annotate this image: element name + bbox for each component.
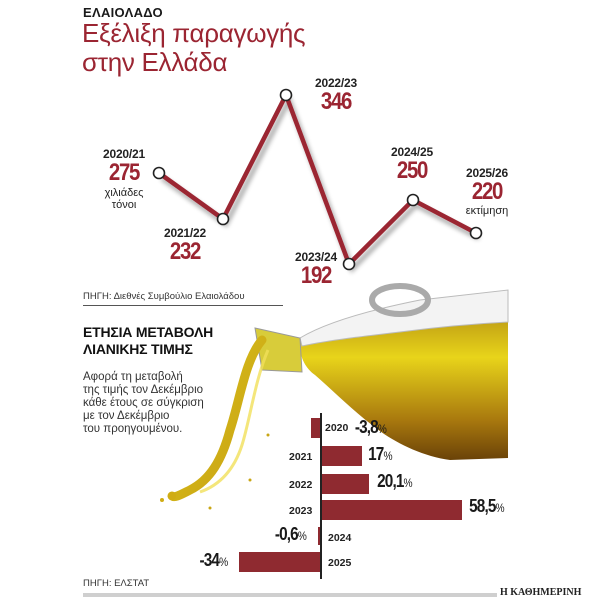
title-line-1: Εξέλιξη παραγωγής [82, 18, 306, 48]
kicker: ΕΛΑΙΟΛΑΔΟ [83, 5, 163, 20]
pct-2025: -34% [199, 550, 229, 570]
year-2025: 2025 [328, 557, 352, 569]
bar-2025 [239, 552, 320, 572]
label-2022-23: 2022/23 346 [315, 76, 357, 115]
production-line [157, 89, 478, 269]
divider [83, 305, 283, 306]
pct-2022: 20,1% [377, 471, 413, 491]
bar-2023 [322, 500, 462, 520]
marker-2024-25 [406, 193, 420, 207]
label-2020-21: 2020/21 275 χιλιάδες τόνοι [103, 147, 145, 211]
bar-2022 [322, 474, 369, 494]
marker-2022-23 [279, 88, 293, 102]
retail-source: ΠΗΓΗ: ΕΛΣΤΑΤ [83, 578, 150, 589]
label-2025-26: 2025/26 220 εκτίμηση [465, 166, 509, 217]
year-2020: 2020 [325, 422, 349, 434]
bar-2020 [311, 418, 320, 438]
marker-2020-21 [152, 166, 166, 180]
marker-2025-26 [469, 226, 483, 240]
production-source: ΠΗΓΗ: Διεθνές Συμβούλιο Ελαιολάδου [83, 291, 245, 302]
publisher-brand: Η ΚΑΘΗΜΕΡΙΝΗ [500, 587, 582, 598]
pct-2020: -3,8% [354, 417, 387, 437]
marker-2023-24 [342, 257, 356, 271]
footer-rule [83, 593, 497, 597]
label-2023-24: 2023/24 192 [295, 250, 337, 289]
olive-oil-bottle-illustration [160, 283, 509, 510]
year-2024: 2024 [328, 532, 352, 544]
title-line-2: στην Ελλάδα [82, 47, 228, 77]
zero-axis [320, 413, 322, 579]
chart-title: Εξέλιξη παραγωγής στην Ελλάδα [82, 18, 306, 77]
year-2023: 2023 [289, 505, 313, 517]
retail-description: Αφορά τη μεταβολή της τιμής τον Δεκέμβρι… [83, 371, 204, 435]
pct-2023: 58,5% [469, 496, 505, 516]
production-line-chart [152, 88, 483, 271]
pct-2021: 17% [368, 444, 393, 464]
retail-title: ΕΤΗΣΙΑ ΜΕΤΑΒΟΛΗ ΛΙΑΝΙΚΗΣ ΤΙΜΗΣ [83, 324, 213, 357]
year-2021: 2021 [289, 451, 313, 463]
marker-2021-22 [216, 212, 230, 226]
pct-2024: -0,6% [274, 524, 307, 544]
year-2022: 2022 [289, 479, 313, 491]
label-2024-25: 2024/25 250 [391, 145, 433, 184]
label-2021-22: 2021/22 232 [164, 226, 206, 265]
bar-2021 [322, 446, 362, 466]
bar-2024 [318, 527, 320, 545]
